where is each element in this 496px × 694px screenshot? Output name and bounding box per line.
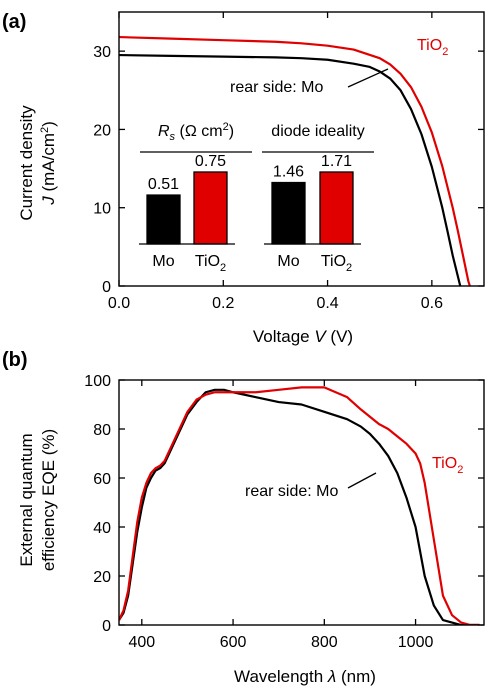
panel-a-plot: 0.0 0.2 0.4 0.6 0 10 20 30 <box>93 11 485 312</box>
panel-b-ylabel-line2: efficiency EQE (%) <box>39 429 58 571</box>
panel-a-ylabel-sup: 2 <box>39 127 51 133</box>
inset-rs-bars: 0.51 Mo 0.75 TiO2 <box>139 153 235 274</box>
panel-b-tio2-main: TiO <box>432 455 457 472</box>
panel-a-ytick-label: 20 <box>93 122 111 139</box>
panel-a-ytick-label: 30 <box>93 44 111 61</box>
inset-rs-title-sub: s <box>170 131 176 143</box>
panel-a-mo-leader <box>347 68 389 88</box>
panel-b: (b) 400 600 800 1000 0 20 40 60 80 100 External q… <box>2 349 485 686</box>
panel-b-xlabel: Wavelength λ (nm) <box>234 667 376 686</box>
panel-b-plot-frame <box>118 379 485 626</box>
panel-b-ytick-label: 40 <box>93 520 111 537</box>
inset-rs-title-sup: 2 <box>223 121 229 133</box>
panel-a-xlabel: Voltage V (V) <box>253 327 353 346</box>
panel-a-ylabel-line2: J (mA/cm2) <box>39 121 58 206</box>
inset-rs-title: Rs (Ω cm2) <box>158 121 234 143</box>
inset-rs-title-symbol: R <box>158 123 170 140</box>
inset-ideality-bar-value-label: 1.46 <box>273 164 304 181</box>
inset-rs-category-main: TiO <box>195 253 220 270</box>
inset-ideality-title: diode ideality <box>271 123 364 140</box>
inset-ideality-category-main: Mo <box>277 253 299 270</box>
inset-ideality-bars: 1.46 Mo 1.71 TiO2 <box>264 153 361 274</box>
panel-b-xtick-label: 1000 <box>398 634 434 651</box>
panel-a-plot-frame <box>118 11 485 287</box>
inset-ideality-bar-tio2 <box>319 171 354 245</box>
panel-b-ytick-label: 60 <box>93 471 111 488</box>
panel-b-xtick-label: 600 <box>220 634 247 651</box>
inset-rs-title-close: ) <box>229 123 234 140</box>
panel-b-xtick-label: 800 <box>311 634 338 651</box>
panel-b-series-mo-line <box>119 388 480 625</box>
panel-a-series-tio2-line <box>119 35 472 286</box>
panel-b-xtick-label: 400 <box>128 634 155 651</box>
panel-a-xtick-label: 0.4 <box>316 295 338 312</box>
inset-diode-ideality: diode ideality 1.46 Mo 1.71 TiO2 <box>262 123 374 274</box>
panel-a-series-mo-line <box>119 53 462 286</box>
panel-a-ytick-label: 10 <box>93 201 111 218</box>
panel-a-tio2-sub: 2 <box>442 46 448 58</box>
inset-ideality-bar-mo <box>271 181 306 245</box>
panel-b-ytick-label: 80 <box>93 422 111 439</box>
inset-rs-bar-value-label: 0.51 <box>148 176 179 193</box>
panel-b-tio2-label: TiO2 <box>432 455 463 476</box>
inset-ideality-bar-value-label: 1.71 <box>321 153 352 170</box>
panel-a-ylabel-line1: Current density <box>17 105 36 221</box>
panel-b-ytick-label: 20 <box>93 569 111 586</box>
inset-rs-title-unit: (Ω cm <box>175 123 223 140</box>
inset-rs-category-sub: 2 <box>220 262 226 274</box>
panel-a-xtick-label: 0.2 <box>212 295 234 312</box>
inset-ideality-category-label: TiO2 <box>321 253 352 274</box>
panel-a-mo-label: rear side: Mo <box>230 79 323 96</box>
panel-a-ylabel-unit: (mA/cm <box>39 133 58 196</box>
panel-b-series-tio2-line <box>119 386 480 625</box>
panel-a-xtick-label: 0.0 <box>108 295 130 312</box>
inset-ideality-category-sub: 2 <box>346 262 352 274</box>
panel-a-xlabel-prefix: Voltage <box>253 327 314 346</box>
panel-b-xlabel-prefix: Wavelength <box>234 667 328 686</box>
panel-a-xtick-label: 0.6 <box>421 295 443 312</box>
inset-ideality-category-main: TiO <box>321 253 346 270</box>
panel-a-xlabel-unit: (V) <box>326 327 353 346</box>
panel-a-tio2-label: TiO2 <box>417 37 448 58</box>
inset-rs-bar-mo <box>146 194 181 245</box>
panel-b-xlabel-symbol: λ <box>327 667 336 686</box>
panel-a-ylabel-close: ) <box>39 121 58 127</box>
panel-a-letter: (a) <box>2 11 26 33</box>
panel-b-letter: (b) <box>2 349 28 371</box>
panel-b-mo-label: rear side: Mo <box>245 483 338 500</box>
inset-rs-bar-value-label: 0.75 <box>195 153 226 170</box>
panel-b-plot: 400 600 800 1000 0 20 40 60 80 100 <box>84 373 485 651</box>
inset-rs-category-main: Mo <box>152 253 174 270</box>
panel-b-mo-leader <box>347 472 377 489</box>
inset-ideality-category-label: Mo <box>277 253 299 270</box>
panel-b-xlabel-unit: (nm) <box>336 667 376 686</box>
panel-b-ytick-label: 100 <box>84 373 111 390</box>
inset-rs-category-label: Mo <box>152 253 174 270</box>
panel-a-ylabel-symbol: J <box>39 196 58 206</box>
panel-a-ytick-label: 0 <box>102 279 111 296</box>
panel-a-tio2-main: TiO <box>417 37 442 54</box>
inset-rs-category-label: TiO2 <box>195 253 226 274</box>
panel-a-xlabel-symbol: V <box>314 327 327 346</box>
panel-b-tio2-sub: 2 <box>457 464 463 476</box>
inset-rs-bar-tio2 <box>193 171 228 245</box>
panel-b-ylabel-line1: External quantum <box>17 433 36 566</box>
panel-b-ytick-label: 0 <box>102 618 111 635</box>
